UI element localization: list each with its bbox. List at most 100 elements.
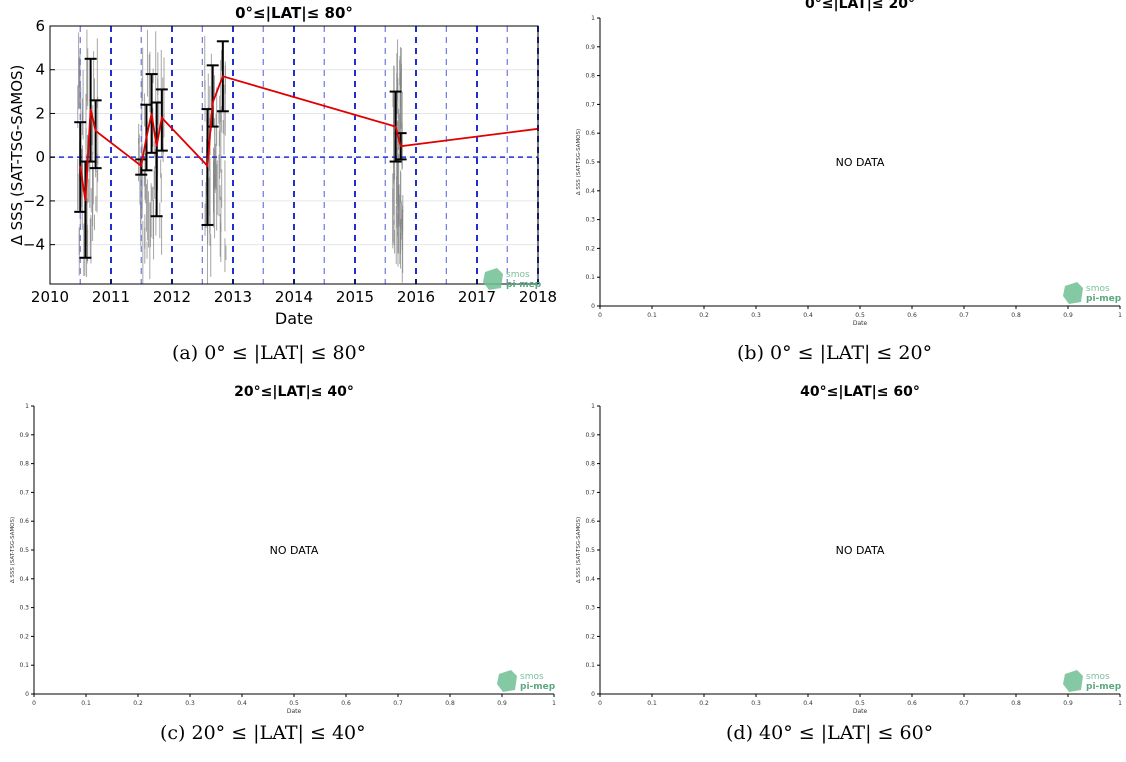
- caption-b: (b) 0° ≤ |LAT| ≤ 20°: [737, 342, 933, 364]
- y-tick-label: 0.6: [585, 130, 595, 137]
- y-tick-label: 0.7: [585, 101, 595, 108]
- chart-title: 20°≤|LAT|≤ 40°: [234, 384, 354, 400]
- x-tick-label: 0.9: [1063, 312, 1073, 319]
- y-tick-label: 0.8: [585, 73, 595, 80]
- caption-c: (c) 20° ≤ |LAT| ≤ 40°: [160, 722, 366, 744]
- x-tick-label: 0: [598, 700, 602, 707]
- y-tick-label: 0.7: [585, 489, 595, 496]
- chart-d: 0 0.1 0.2 0.3 0.4 0.5 0.6 0.7 0.8 0.9 1 0 0.1 0.2 0.3 0…: [576, 384, 1122, 715]
- chart-title: 0°≤|LAT|≤ 80°: [235, 4, 353, 23]
- y-tick-label: 2: [35, 104, 45, 122]
- x-tick-label: 2014: [275, 288, 313, 306]
- y-tick-label: 0.1: [585, 274, 595, 281]
- y-tick-label: −2: [23, 192, 45, 210]
- logo-text-smos: smos: [1086, 284, 1110, 294]
- x-tick-label: 0.6: [907, 700, 917, 707]
- caption-d: (d) 40° ≤ |LAT| ≤ 60°: [726, 722, 934, 744]
- chart-title: 40°≤|LAT|≤ 60°: [800, 384, 920, 400]
- x-tick-label: 2011: [92, 288, 130, 306]
- logo-mark: [497, 670, 517, 692]
- x-tick-label: 2010: [31, 288, 69, 306]
- x-tick-label: 0.5: [855, 700, 865, 707]
- x-tick-label: 0.6: [907, 312, 917, 319]
- x-tick-label: 0.7: [959, 700, 969, 707]
- y-axis-label: Δ SSS (SAT-TSG-SAMOS): [10, 517, 16, 583]
- y-tick-label: 0.9: [585, 44, 595, 51]
- y-tick-label: 1: [591, 403, 595, 410]
- x-axis-label: Date: [287, 708, 302, 715]
- x-tick-label: 0.4: [803, 700, 813, 707]
- x-tick-label: 2013: [214, 288, 252, 306]
- x-tick-label: 0.3: [185, 700, 195, 707]
- x-tick-label: 1: [552, 700, 556, 707]
- y-tick-label: 0: [591, 303, 595, 310]
- y-tick-label: 0: [25, 691, 29, 698]
- no-data-label: NO DATA: [270, 544, 319, 557]
- chart-b: 0 0.1 0.2 0.3 0.4 0.5 0.6 0.7 0.8 0.9 1 0 0.1 0.2 0.3 0…: [576, 0, 1122, 327]
- x-tick-label: 0.6: [341, 700, 351, 707]
- x-tick-label: 0.4: [237, 700, 247, 707]
- y-tick-label: 0.9: [585, 432, 595, 439]
- chart-c: 0 0.1 0.2 0.3 0.4 0.5 0.6 0.7 0.8 0.9 1 0 0.1 0.2 0.3 0…: [10, 384, 556, 715]
- x-tick-label: 0.3: [751, 700, 761, 707]
- y-tick-label: 0.8: [585, 461, 595, 468]
- x-tick-label: 1: [1118, 700, 1122, 707]
- y-tick-label: 0.8: [19, 461, 29, 468]
- y-tick-label: 0.1: [585, 662, 595, 669]
- logo-text-smos: smos: [1086, 672, 1110, 682]
- x-tick-label: 0.2: [699, 700, 709, 707]
- panel-a: 2010 2011 2012 2013 2014 2015 2016 2017 2018 −4 −2…: [0, 0, 560, 340]
- no-data-label: NO DATA: [836, 156, 885, 169]
- y-tick-label: 0.2: [585, 245, 595, 252]
- mean-line: [79, 75, 539, 202]
- x-tick-label: 0.7: [959, 312, 969, 319]
- logo-mark: [1063, 670, 1083, 692]
- x-tick-label: 2012: [153, 288, 191, 306]
- y-tick-label: 0.2: [19, 633, 29, 640]
- y-tick-label: 0.9: [19, 432, 29, 439]
- y-tick-label: 0.2: [585, 633, 595, 640]
- logo-text-smos: smos: [506, 270, 530, 280]
- y-tick-label: 1: [25, 403, 29, 410]
- y-tick-label: 0.3: [585, 605, 595, 612]
- y-tick-label: 0.5: [585, 159, 595, 166]
- logo-text-pimep: pi-mep: [1086, 294, 1122, 304]
- y-axis-label: Δ SSS (SAT-TSG-SAMOS): [576, 517, 582, 583]
- x-tick-label: 0.1: [647, 312, 657, 319]
- x-tick-label: 0.9: [1063, 700, 1073, 707]
- x-tick-label: 0.5: [289, 700, 299, 707]
- y-tick-label: 0.4: [585, 576, 595, 583]
- logo-text-pimep: pi-mep: [520, 682, 556, 692]
- y-tick-label: 0: [35, 148, 45, 166]
- logo-text-pimep: pi-mep: [1086, 682, 1122, 692]
- x-tick-label: 2017: [458, 288, 496, 306]
- y-tick-label: 0.5: [585, 547, 595, 554]
- x-axis-label: Date: [853, 708, 868, 715]
- x-tick-label: 0.8: [1011, 700, 1021, 707]
- y-tick-label: 0.4: [19, 576, 29, 583]
- caption-a: (a) 0° ≤ |LAT| ≤ 80°: [172, 342, 367, 364]
- x-tick-label: 0.2: [699, 312, 709, 319]
- x-tick-label: 2018: [519, 288, 557, 306]
- x-tick-label: 0: [598, 312, 602, 319]
- y-tick-label: 0.1: [19, 662, 29, 669]
- chart-title: 0°≤|LAT|≤ 20°: [805, 0, 915, 12]
- x-tick-label: 0: [32, 700, 36, 707]
- y-tick-label: 6: [35, 17, 45, 35]
- x-tick-label: 0.1: [81, 700, 91, 707]
- x-tick-label: 0.4: [803, 312, 813, 319]
- panel-c: 0 0.1 0.2 0.3 0.4 0.5 0.6 0.7 0.8 0.9 1 0 0.1 0.2 0.3 0…: [0, 378, 560, 718]
- y-tick-label: 0.5: [19, 547, 29, 554]
- y-tick-label: 0.7: [19, 489, 29, 496]
- logo-text-smos: smos: [520, 672, 544, 682]
- x-tick-label: 0.3: [751, 312, 761, 319]
- x-tick-label: 0.8: [1011, 312, 1021, 319]
- x-axis-label: Date: [853, 320, 868, 327]
- chart-a: 2010 2011 2012 2013 2014 2015 2016 2017 2018 −4 −2…: [8, 4, 557, 328]
- panel-b: 0 0.1 0.2 0.3 0.4 0.5 0.6 0.7 0.8 0.9 1 0 0.1 0.2 0.3 0…: [565, 0, 1126, 340]
- y-tick-label: 0.3: [585, 217, 595, 224]
- panel-d: 0 0.1 0.2 0.3 0.4 0.5 0.6 0.7 0.8 0.9 1 0 0.1 0.2 0.3 0…: [565, 378, 1126, 718]
